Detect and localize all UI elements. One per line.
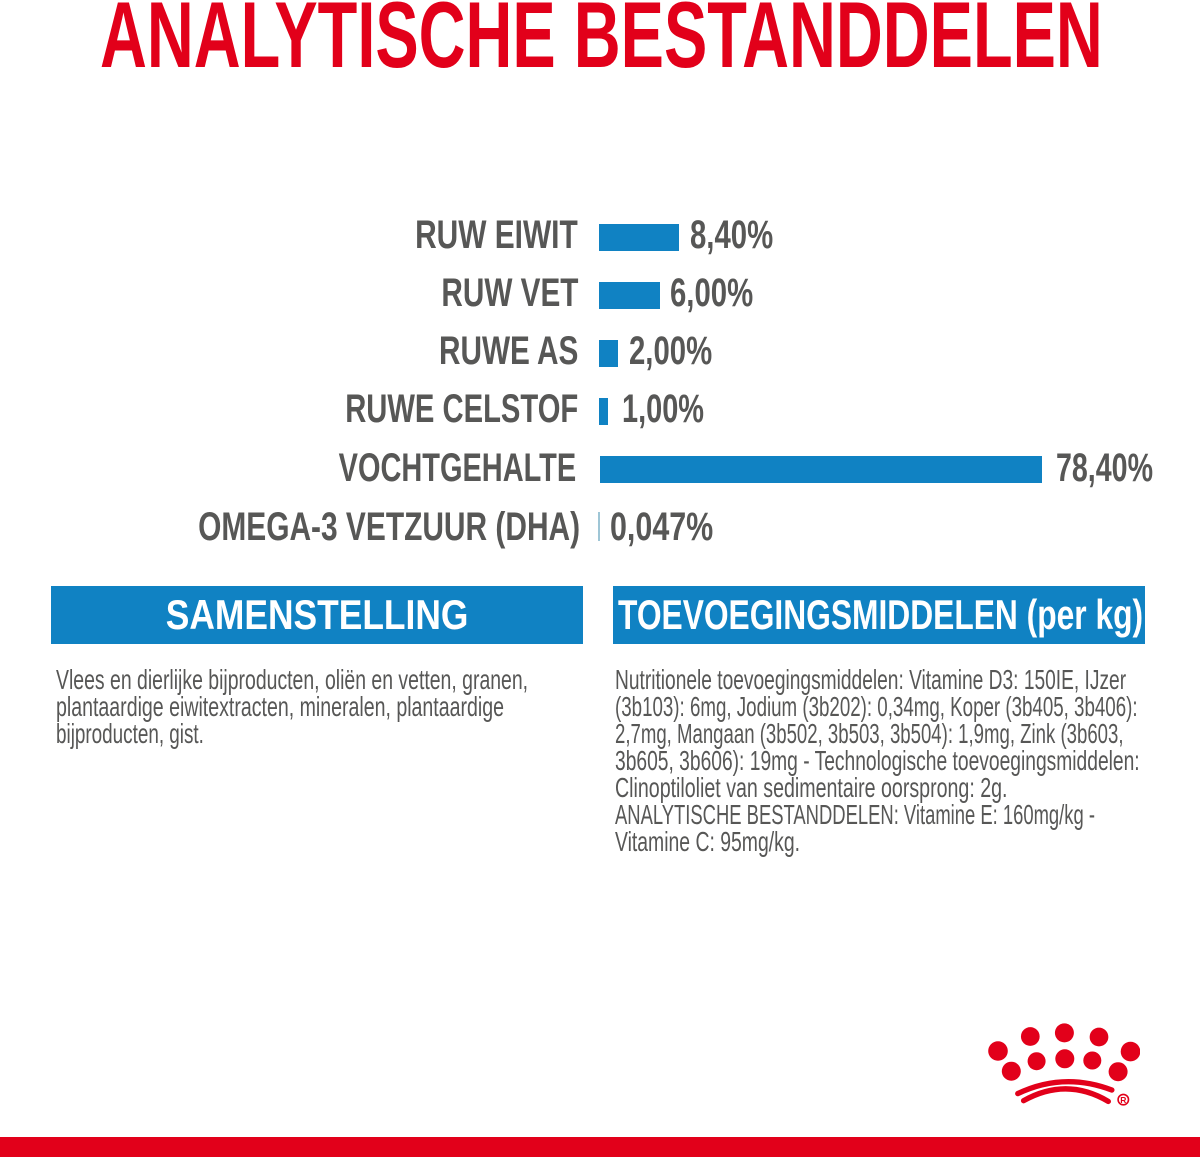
svg-text:R: R — [1120, 1095, 1126, 1105]
